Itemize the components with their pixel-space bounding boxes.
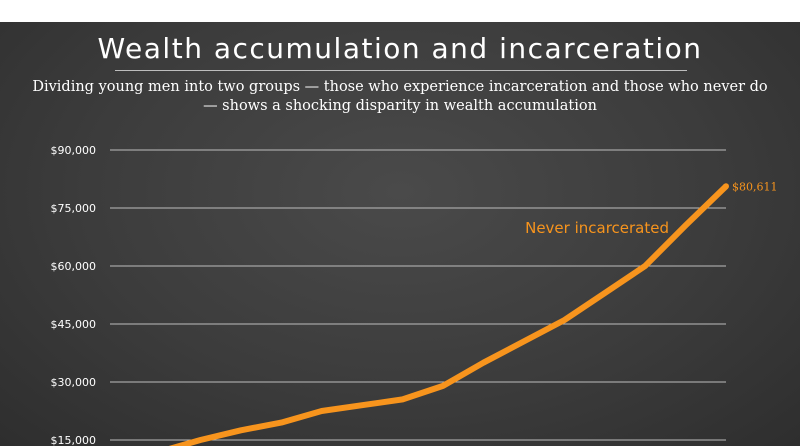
line-chart: $15,000 $30,000 $45,000 $60,000 $75,000 $90,0… — [51, 144, 778, 446]
series-line-never-incarcerated — [168, 184, 729, 446]
series-label-never-incarcerated: Never incarcerated — [525, 219, 669, 237]
title-underline — [115, 70, 687, 71]
y-tick-label: $45,000 — [51, 318, 97, 331]
y-axis-ticks: $15,000 $30,000 $45,000 $60,000 $75,000 $90,0… — [51, 144, 97, 446]
y-tick-label: $75,000 — [51, 202, 97, 215]
gridlines — [110, 149, 726, 441]
y-tick-label: $30,000 — [51, 376, 97, 389]
chart-panel: Wealth accumulation and incarceration Di… — [0, 22, 800, 446]
y-tick-label: $90,000 — [51, 144, 97, 157]
chart-title: Wealth accumulation and incarceration — [97, 32, 703, 65]
y-tick-label: $15,000 — [51, 434, 97, 446]
series-end-label: $80,611 — [732, 180, 778, 193]
chart-subtitle: Dividing young men into two groups — tho… — [32, 79, 768, 114]
y-tick-label: $60,000 — [51, 260, 97, 273]
series-end-point — [723, 183, 729, 190]
